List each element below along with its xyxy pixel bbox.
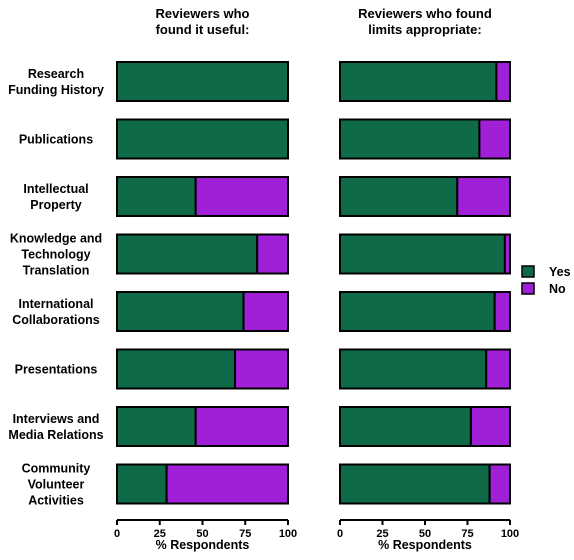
panel-2-bar-no-2 <box>478 118 511 160</box>
panel-1-bar-yes-7 <box>116 406 197 447</box>
panel-1-bar-yes-1 <box>116 61 289 102</box>
legend-swatch-no <box>521 282 535 295</box>
panel-2-bar-yes-3 <box>339 176 459 217</box>
category-label-5-line-1: International <box>18 297 93 311</box>
panel-2-bar-no-3 <box>456 176 511 217</box>
panel-1-bar-yes-6 <box>116 348 236 390</box>
category-label-8-line-2: Volunteer <box>28 478 85 492</box>
panel-1-bar-no-8 <box>165 463 289 505</box>
category-label-4-line-2: Technology <box>21 248 90 262</box>
legend-swatch-yes <box>521 265 535 278</box>
panel-1-x-axis-title: % Respondents <box>156 538 250 552</box>
category-label-8-line-1: Community <box>22 462 91 476</box>
panel-1-bar-yes-5 <box>116 291 245 332</box>
panel-1-bar-no-6 <box>233 348 290 390</box>
panel-2-bar-yes-5 <box>339 291 496 332</box>
panel-2-bar-no-8 <box>488 463 512 505</box>
panel-2-bar-yes-2 <box>339 118 481 160</box>
legend-label-yes: Yes <box>549 265 571 279</box>
panel-1-tick-label-75: 75 <box>239 528 251 540</box>
category-label-1-line-1: Research <box>28 67 84 81</box>
panel-1-tick-label-0: 0 <box>114 528 120 540</box>
panel-1-title-line-1: Reviewers who <box>156 6 250 21</box>
panel-2-tick-label-75: 75 <box>461 528 473 540</box>
panel-2-bar-no-4 <box>503 233 511 275</box>
panel-2-title-line-2: limits appropriate: <box>368 22 481 37</box>
category-label-2: Publications <box>19 133 93 147</box>
category-label-6: Presentations <box>15 363 98 377</box>
panel-1-bar-no-5 <box>242 291 289 332</box>
category-label-3-line-1: Intellectual <box>23 182 88 196</box>
panel-2-bar-no-7 <box>469 406 511 447</box>
legend-label-no: No <box>549 282 566 296</box>
panel-2-tick-label-50: 50 <box>419 528 431 540</box>
panel-1-title-line-2: found it useful: <box>156 22 250 37</box>
panel-1-bar-yes-2 <box>116 118 289 160</box>
panel-2-bar-no-5 <box>493 291 512 332</box>
category-label-3-line-2: Property <box>30 198 81 212</box>
panel-2-bar-yes-8 <box>339 463 491 505</box>
panel-2-bar-no-1 <box>495 61 511 102</box>
panel-1-bar-no-3 <box>194 176 289 217</box>
category-label-4-line-1: Knowledge and <box>10 232 102 246</box>
category-label-7-line-2: Media Relations <box>8 428 103 442</box>
panel-2-bar-yes-7 <box>339 406 472 447</box>
panel-2-tick-label-25: 25 <box>376 528 388 540</box>
panel-2-title-line-1: Reviewers who found <box>358 6 492 21</box>
category-label-4-line-3: Translation <box>23 264 90 278</box>
category-label-8-line-3: Activities <box>28 494 84 508</box>
panel-1-bar-yes-4 <box>116 233 259 275</box>
category-label-7-line-1: Interviews and <box>13 412 100 426</box>
panel-2-x-axis-title: % Respondents <box>378 538 472 552</box>
panel-1-bar-no-4 <box>256 233 290 275</box>
panel-2-bar-no-6 <box>485 348 512 390</box>
panel-2-tick-label-0: 0 <box>337 528 343 540</box>
category-label-1-line-2: Funding History <box>8 83 104 97</box>
panel-1-bar-yes-3 <box>116 176 197 217</box>
panel-1-bar-yes-8 <box>116 463 168 505</box>
panel-2-bar-yes-4 <box>339 233 506 275</box>
panel-1-tick-label-25: 25 <box>154 528 166 540</box>
panel-2-tick-label-100: 100 <box>501 528 519 540</box>
panel-2-bar-yes-1 <box>339 61 498 102</box>
panel-1-tick-label-100: 100 <box>279 528 297 540</box>
panel-1-bar-no-7 <box>194 406 289 447</box>
panel-1-tick-label-50: 50 <box>196 528 208 540</box>
panel-2-bar-yes-6 <box>339 348 488 390</box>
category-label-5-line-2: Collaborations <box>12 313 100 327</box>
